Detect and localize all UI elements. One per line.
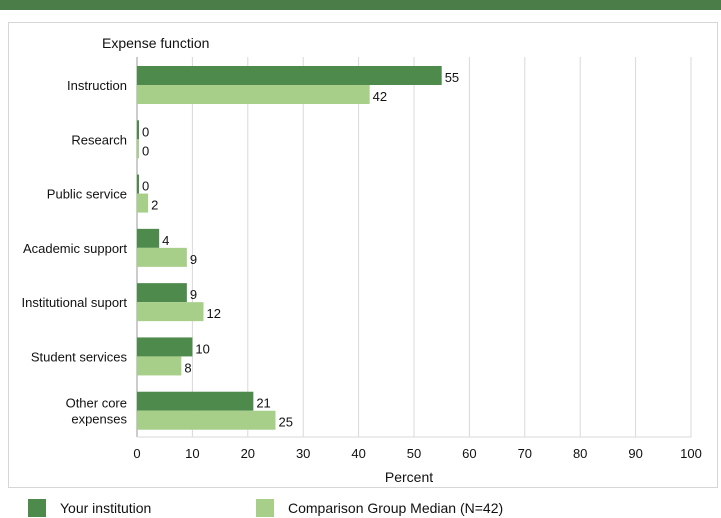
data-label: 25	[279, 415, 293, 430]
data-label: 8	[184, 360, 191, 375]
data-label: 12	[206, 306, 220, 321]
bar-comparison	[137, 356, 182, 376]
bar-your-institution	[137, 283, 187, 303]
data-label: 0	[142, 143, 149, 158]
legend: Your institution Comparison Group Median…	[0, 497, 721, 518]
data-label: 4	[162, 233, 169, 248]
data-label: 0	[142, 179, 149, 194]
labels: 0 10 20 30 40 50 60 70 80 90 100Instruction5542Res…	[21, 70, 701, 461]
data-label: 2	[151, 198, 158, 213]
x-axis-title: Percent	[385, 469, 433, 485]
x-tick-label: 80	[573, 446, 587, 461]
x-tick-label: 90	[628, 446, 642, 461]
data-label: 0	[142, 124, 149, 139]
x-tick-label: 60	[462, 446, 476, 461]
x-tick-label: 10	[185, 446, 199, 461]
category-label: Instruction	[67, 78, 127, 93]
bar-comparison	[137, 410, 276, 430]
x-tick-label: 30	[296, 446, 310, 461]
bar-your-institution	[137, 66, 442, 85]
data-label: 9	[190, 287, 197, 302]
category-label: Student services	[31, 349, 128, 364]
expense-chart: Expense function 0 10 20 30 40 50 60 70 80 90 100I…	[21, 35, 701, 485]
x-tick-label: 50	[407, 446, 421, 461]
bar-comparison	[137, 193, 149, 213]
x-tick-label: 0	[133, 446, 140, 461]
category-axis-title: Expense function	[102, 35, 209, 51]
category-label: Public service	[47, 187, 127, 202]
x-tick-label: 20	[241, 446, 255, 461]
data-label: 55	[445, 70, 459, 85]
grid-lines	[136, 57, 692, 438]
data-label: 9	[190, 252, 197, 267]
bar-comparison	[137, 139, 139, 159]
legend-item-comparison-group: Comparison Group Median (N=42)	[256, 497, 503, 518]
legend-label-your-institution: Your institution	[60, 499, 152, 516]
bar-comparison	[137, 302, 204, 322]
header-bar	[0, 0, 721, 10]
data-label: 42	[373, 89, 387, 104]
category-label: Academic support	[23, 241, 127, 256]
data-label: 10	[195, 341, 209, 356]
x-tick-label: 100	[680, 446, 702, 461]
bar-comparison	[137, 247, 187, 267]
bars	[137, 66, 442, 430]
bar-comparison	[137, 85, 370, 104]
data-label: 21	[256, 396, 270, 411]
bar-your-institution	[137, 337, 193, 357]
legend-item-your-institution: Your institution	[28, 497, 151, 518]
category-label: Other core	[66, 396, 127, 411]
bar-your-institution	[137, 228, 160, 248]
bar-your-institution	[137, 120, 139, 140]
legend-label-comparison-group: Comparison Group Median (N=42)	[288, 499, 504, 516]
bar-your-institution	[137, 391, 254, 411]
legend-swatch-your-institution	[28, 498, 46, 517]
category-label: Research	[71, 132, 127, 147]
x-tick-label: 40	[351, 446, 365, 461]
x-tick-label: 70	[518, 446, 532, 461]
category-label: Institutional suport	[21, 295, 127, 310]
bar-your-institution	[137, 174, 139, 194]
legend-swatch-comparison-group	[256, 498, 274, 517]
category-label: expenses	[71, 412, 127, 427]
